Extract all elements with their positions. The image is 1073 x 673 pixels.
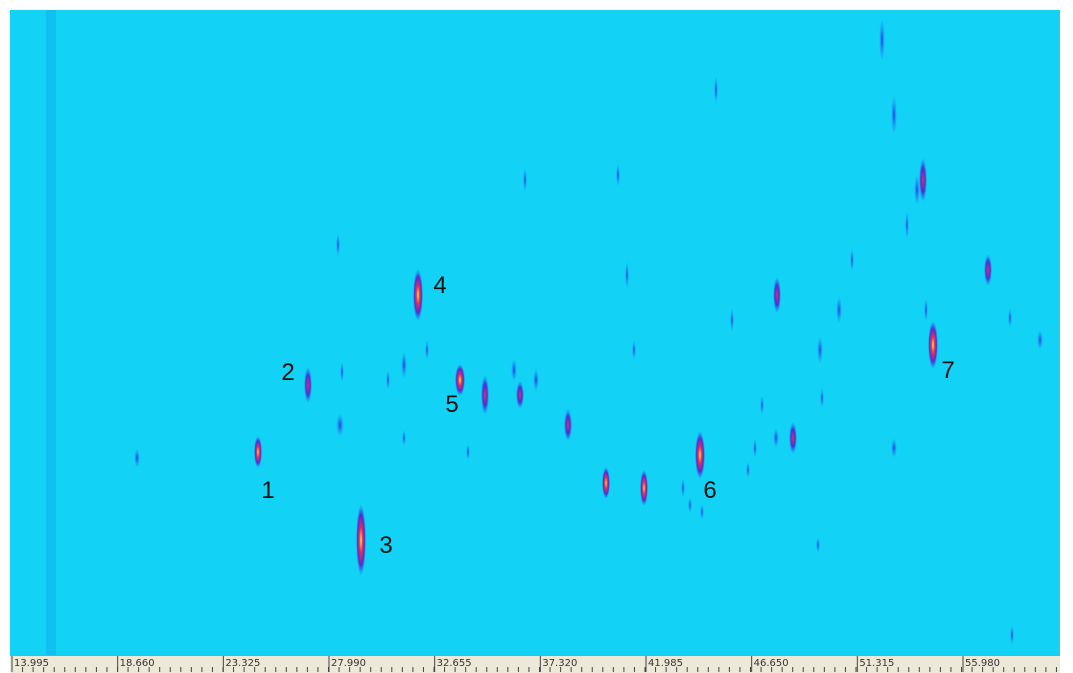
spot [700, 504, 704, 520]
spot [356, 504, 366, 576]
tick-label: 32.655 [437, 658, 472, 669]
peak-label: 4 [433, 272, 446, 299]
spot [836, 296, 842, 324]
spot [820, 388, 824, 408]
tick-label: 13.995 [14, 658, 49, 669]
peak-label: 5 [445, 391, 458, 418]
spot [773, 277, 781, 313]
spot [336, 413, 344, 437]
spot [1037, 330, 1043, 350]
spot [254, 436, 262, 468]
spot [924, 298, 928, 322]
spot [564, 409, 572, 441]
spot [850, 248, 854, 272]
spot [304, 367, 312, 403]
spot [891, 438, 897, 458]
spot [625, 261, 629, 289]
spot [817, 336, 823, 364]
spot [632, 340, 636, 360]
peak-label: 3 [379, 532, 392, 559]
spot [753, 438, 757, 458]
spot [413, 269, 423, 321]
spot [681, 478, 685, 498]
tick-label: 55.980 [965, 658, 1000, 669]
spot [773, 428, 779, 448]
spot [616, 163, 620, 187]
tick-label: 23.325 [225, 658, 260, 669]
peak-label: 2 [281, 359, 294, 386]
axis: 13.995 18.660 23.325 27.990 32.655 37.320 41.9… [11, 656, 1057, 672]
spot [516, 381, 524, 409]
spot [746, 462, 750, 478]
spot [816, 537, 820, 553]
spot [695, 431, 705, 479]
spot [905, 211, 909, 239]
spots [134, 18, 1043, 645]
spot [879, 18, 885, 62]
peak-label: 1 [261, 477, 274, 504]
spot [402, 430, 406, 446]
spot [511, 358, 517, 382]
spot [789, 422, 797, 454]
spot [891, 95, 897, 135]
spot [919, 158, 927, 202]
tick-label: 18.660 [120, 658, 155, 669]
spot [533, 368, 539, 392]
spot [336, 233, 340, 257]
spot [134, 448, 140, 468]
streak [46, 10, 56, 655]
tick-label: 46.650 [754, 658, 789, 669]
spot [714, 76, 718, 104]
spot [340, 362, 344, 382]
tick-label: 51.315 [859, 658, 894, 669]
spot [455, 364, 465, 396]
plot-area [10, 10, 1060, 655]
spot [760, 395, 764, 415]
spot [466, 444, 470, 460]
spot [984, 254, 992, 286]
peak-label: 6 [703, 477, 716, 504]
spot [425, 340, 429, 360]
spot [640, 470, 648, 506]
spot [602, 467, 610, 499]
tick-label: 27.990 [331, 658, 366, 669]
spot [401, 351, 407, 379]
spot [688, 497, 692, 513]
spot [523, 168, 527, 192]
spot [928, 321, 938, 369]
axis-bar [10, 655, 1060, 673]
tick-label: 41.985 [648, 658, 683, 669]
spot [1008, 308, 1012, 328]
spot [914, 174, 920, 206]
spot [386, 370, 390, 390]
spot [481, 375, 489, 415]
spot [730, 308, 734, 332]
peak-label: 7 [941, 357, 954, 384]
tick-label: 37.320 [542, 658, 577, 669]
spot [1010, 625, 1014, 645]
